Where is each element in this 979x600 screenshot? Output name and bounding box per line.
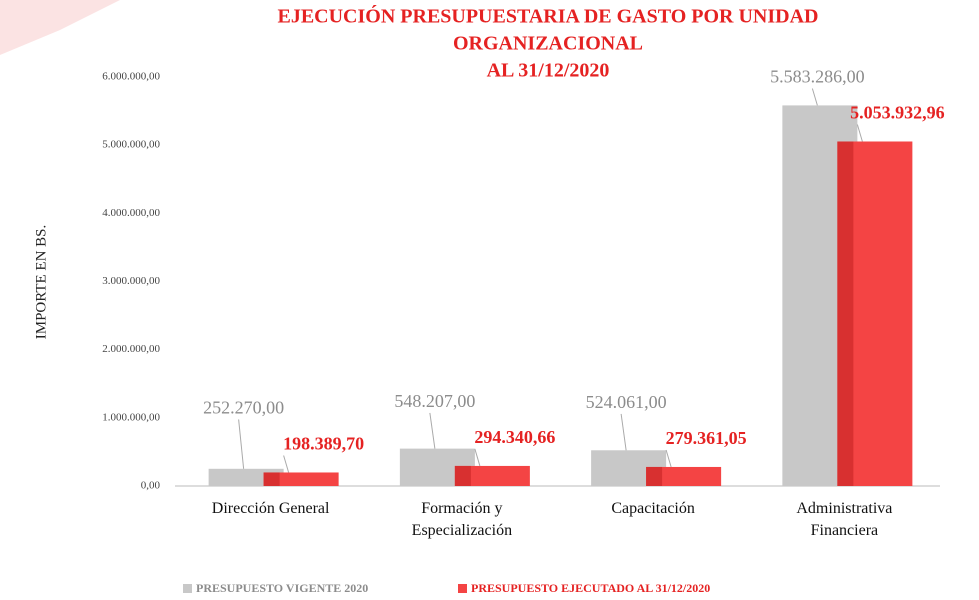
value-label: 524.061,00 xyxy=(586,392,667,412)
bar-side xyxy=(454,465,471,486)
bar-side xyxy=(646,466,663,486)
leader-line xyxy=(665,449,672,468)
y-tick-label: 5.000.000,00 xyxy=(102,139,160,151)
y-tick-label: 0,00 xyxy=(141,480,161,492)
value-label: 5.583.286,00 xyxy=(770,67,865,87)
value-label: 5.053.932,96 xyxy=(850,103,945,123)
legend-label: PRESUPUESTO VIGENTE 2020 xyxy=(196,581,368,595)
y-axis-label: IMPORTE EN BS. xyxy=(33,225,49,340)
bar-side xyxy=(263,472,280,486)
legend-label: PRESUPUESTO EJECUTADO AL 31/12/2020 xyxy=(471,581,710,595)
bar xyxy=(646,466,722,486)
y-tick-label: 3.000.000,00 xyxy=(102,275,160,287)
leader-line xyxy=(238,419,245,469)
chart-title: AL 31/12/2020 xyxy=(487,60,610,82)
leader-line xyxy=(856,124,863,142)
leader-line xyxy=(429,412,436,449)
leader-line xyxy=(283,455,290,473)
bar xyxy=(454,465,530,486)
legend-swatch xyxy=(183,584,192,593)
y-tick-label: 1.000.000,00 xyxy=(102,411,160,423)
bar-side xyxy=(837,141,854,486)
value-label: 279.361,05 xyxy=(666,428,747,448)
corner-decoration xyxy=(0,0,120,55)
bar xyxy=(263,472,339,486)
value-label: 198.389,70 xyxy=(283,434,364,454)
x-tick-label: Capacitación xyxy=(611,500,695,517)
y-tick-label: 6.000.000,00 xyxy=(102,71,160,83)
leader-line xyxy=(811,88,818,106)
chart-title: ORGANIZACIONAL xyxy=(453,33,643,55)
x-tick-label: Dirección General xyxy=(211,500,330,517)
y-tick-label: 4.000.000,00 xyxy=(102,207,160,219)
legend-swatch xyxy=(458,584,467,593)
chart-title: EJECUCIÓN PRESUPUESTARIA DE GASTO POR UN… xyxy=(277,4,818,28)
leader-line xyxy=(620,413,627,451)
value-label: 548.207,00 xyxy=(394,391,475,411)
value-label: 252.270,00 xyxy=(203,398,284,418)
x-tick-label: Formación y Especialización xyxy=(411,500,513,539)
leader-line xyxy=(474,448,481,467)
y-tick-label: 2.000.000,00 xyxy=(102,343,160,355)
x-tick-label: Administrativa Financiera xyxy=(796,500,893,539)
value-label: 294.340,66 xyxy=(474,427,555,447)
